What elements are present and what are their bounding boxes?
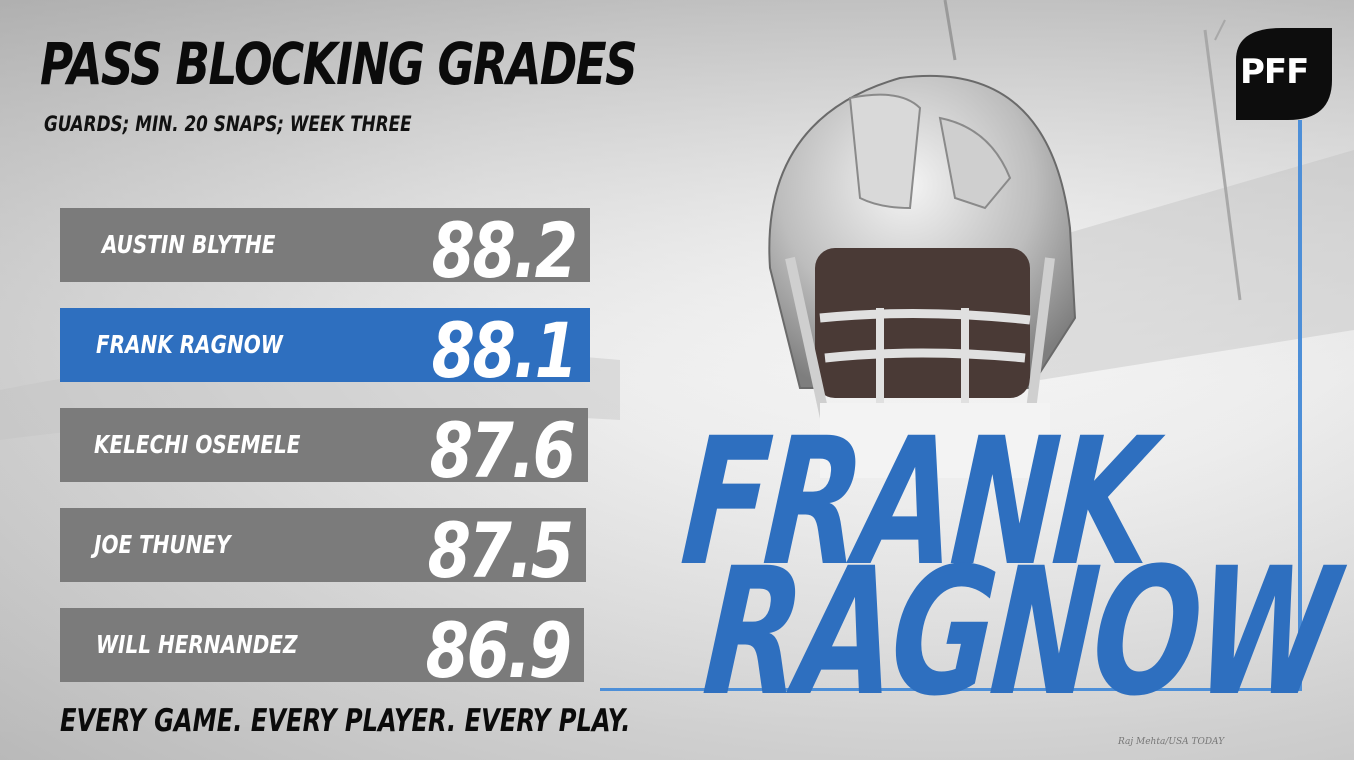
frame-line-right — [1298, 120, 1302, 690]
bar-row: FRANK RAGNOW 88.1 — [60, 306, 590, 395]
bar-row: WILL HERNANDEZ 86.9 — [60, 606, 584, 695]
bar-grade-value: 87.6 — [430, 406, 576, 495]
bar-player-name: JOE THUNEY — [94, 530, 231, 559]
chart-title: PASS BLOCKING GRADES — [40, 30, 638, 98]
bar-grade-value: 87.5 — [428, 506, 574, 595]
bar-grade-value: 86.9 — [426, 606, 572, 695]
frame-line-bottom — [600, 688, 1302, 691]
bar-grade-value: 88.1 — [432, 306, 578, 395]
player-helmet-icon — [768, 74, 1077, 478]
bar-player-name: AUSTIN BLYTHE — [102, 230, 276, 259]
bar-player-name: WILL HERNANDEZ — [96, 630, 298, 659]
bar-row: JOE THUNEY 87.5 — [60, 506, 586, 595]
pff-logo-icon — [1236, 28, 1332, 120]
bar-player-name: FRANK RAGNOW — [96, 330, 283, 359]
bar-grade-value: 88.2 — [432, 206, 578, 295]
bar-row: KELECHI OSEMELE 87.6 — [60, 406, 588, 495]
bar-row: AUSTIN BLYTHE 88.2 — [60, 206, 590, 295]
photo-credit: Raj Mehta/USA TODAY — [1118, 737, 1225, 747]
chart-subtitle: GUARDS; MIN. 20 SNAPS; WEEK THREE — [44, 112, 412, 136]
tagline: EVERY GAME. EVERY PLAYER. EVERY PLAY. — [60, 703, 631, 739]
featured-last-name: RAGNOW — [697, 530, 1341, 735]
pff-logo-text: PFF — [1240, 52, 1309, 92]
bar-player-name: KELECHI OSEMELE — [94, 430, 301, 459]
